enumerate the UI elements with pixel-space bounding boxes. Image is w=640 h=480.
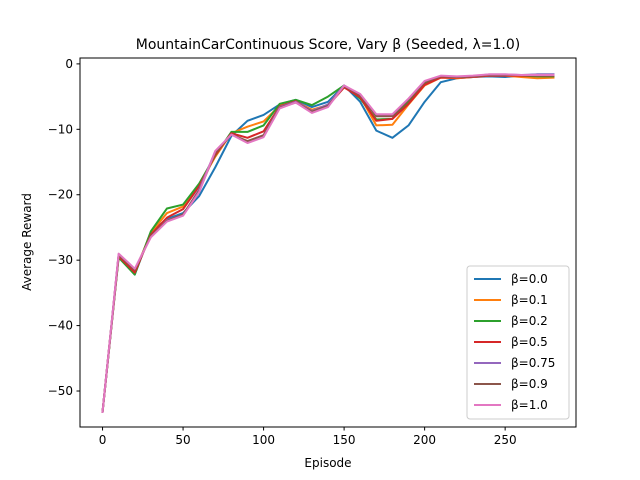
x-tick-label: 150 [333, 433, 356, 447]
legend-label-2: β=0.2 [511, 314, 548, 328]
y-tick-label: −40 [48, 319, 73, 333]
y-tick-label: −20 [48, 188, 73, 202]
legend-label-1: β=0.1 [511, 293, 548, 307]
x-axis-label: Episode [304, 456, 351, 470]
y-tick-label: −50 [48, 384, 73, 398]
plot-frame [79, 57, 577, 428]
x-tick-label: 0 [99, 433, 107, 447]
y-tick-label: −10 [48, 122, 73, 136]
legend-label-4: β=0.75 [511, 356, 555, 370]
plot-area: 0 50 100 150 200 250 0 −10 −20 −30 −40 −50 [48, 57, 577, 447]
x-tick-label: 50 [175, 433, 190, 447]
legend-label-3: β=0.5 [511, 335, 548, 349]
x-tick-label: 250 [494, 433, 517, 447]
x-tick-label: 200 [413, 433, 436, 447]
series-line-6 [101, 73, 555, 414]
legend-label-6: β=1.0 [511, 398, 548, 412]
chart-title: MountainCarContinuous Score, Vary β (See… [136, 37, 521, 53]
legend-label-5: β=0.9 [511, 377, 548, 391]
y-tick-label: −30 [48, 253, 73, 267]
legend-label-0: β=0.0 [511, 272, 548, 286]
legend-box [466, 265, 570, 420]
y-axis-label: Average Reward [20, 193, 34, 291]
x-tick-label: 100 [252, 433, 275, 447]
y-tick-label: 0 [65, 57, 73, 71]
legend: β=0.0 β=0.1 β=0.2 β=0.5 β=0.75 β=0.9 β=1.0 [466, 265, 570, 420]
